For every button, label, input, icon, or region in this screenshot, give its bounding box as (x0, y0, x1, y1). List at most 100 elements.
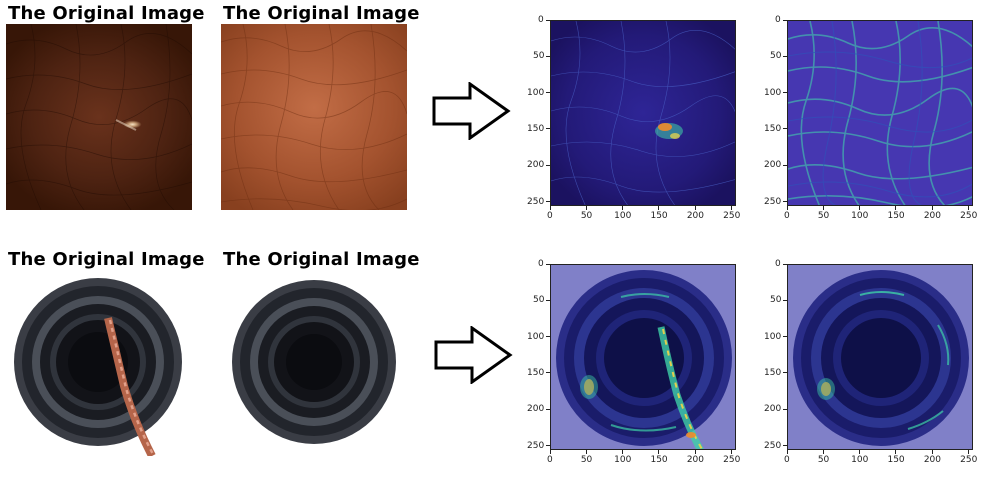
x-tick-mark (859, 206, 861, 210)
y-tick-mark (783, 164, 787, 166)
y-tick-mark (546, 263, 550, 265)
y-tick-mark (546, 445, 550, 447)
heatmap-leather-defect: 0 50 100 150 200 250 0 50 100 150 200 250 (520, 12, 750, 227)
x-tick-mark (968, 206, 970, 210)
y-tick-label: 150 (764, 367, 782, 378)
x-tick-mark (786, 450, 788, 454)
y-tick-mark (783, 92, 787, 94)
row2-right-title: The Original Image (223, 249, 420, 270)
heatmap-bottle-defect: 0 50 100 150 200 250 0 50 100 150 200 250 (520, 256, 750, 471)
x-tick-label: 0 (547, 455, 553, 465)
x-tick-label: 50 (580, 211, 593, 221)
x-tick-label: 150 (650, 211, 668, 221)
y-tick-mark (783, 336, 787, 338)
x-tick-label: 50 (817, 211, 830, 221)
y-tick-mark (546, 19, 550, 21)
row2-left-title: The Original Image (8, 249, 205, 270)
y-tick-mark (783, 201, 787, 203)
row1-right-title: The Original Image (223, 3, 420, 24)
x-tick-label: 200 (686, 455, 704, 465)
right-arrow-icon-2 (434, 326, 513, 384)
y-tick-label: 250 (527, 196, 545, 207)
y-tick-mark (783, 299, 787, 301)
right-arrow-icon (432, 82, 511, 140)
y-tick-label: 0 (775, 259, 781, 269)
x-tick-mark (968, 450, 970, 454)
heatmap-leather-good: 0 50 100 150 200 250 0 50 100 150 200 250 (757, 12, 987, 227)
x-tick-label: 150 (650, 455, 668, 465)
x-tick-label: 100 (851, 211, 869, 221)
y-tick-label: 200 (764, 160, 782, 171)
y-tick-mark (783, 128, 787, 130)
y-tick-label: 150 (527, 123, 545, 134)
x-tick-mark (895, 450, 897, 454)
y-tick-label: 50 (770, 295, 782, 306)
x-tick-label: 100 (851, 455, 869, 465)
y-tick-mark (546, 201, 550, 203)
heatmap-bottle-good: 0 50 100 150 200 250 0 50 100 150 200 250 (757, 256, 987, 471)
leather-good-image (221, 24, 407, 210)
x-tick-mark (859, 450, 861, 454)
y-tick-mark (783, 19, 787, 21)
x-tick-label: 0 (784, 455, 790, 465)
y-tick-mark (546, 55, 550, 57)
x-tick-mark (786, 206, 788, 210)
y-tick-label: 100 (527, 331, 545, 342)
x-tick-label: 250 (723, 211, 741, 221)
x-tick-mark (731, 450, 733, 454)
y-tick-mark (546, 128, 550, 130)
y-tick-label: 100 (527, 87, 545, 98)
x-tick-label: 0 (547, 211, 553, 221)
x-tick-mark (822, 206, 824, 210)
y-tick-label: 0 (775, 15, 781, 25)
y-tick-label: 50 (770, 51, 782, 62)
x-tick-label: 0 (784, 211, 790, 221)
y-tick-label: 0 (538, 15, 544, 25)
x-tick-mark (931, 206, 933, 210)
x-tick-label: 250 (960, 211, 978, 221)
bottle-defect-image (12, 276, 184, 456)
x-tick-label: 100 (614, 455, 632, 465)
leather-defect-image (6, 24, 192, 210)
y-tick-label: 150 (764, 123, 782, 134)
x-tick-mark (549, 206, 551, 210)
y-tick-label: 250 (764, 440, 782, 451)
x-tick-label: 250 (723, 455, 741, 465)
x-tick-label: 250 (960, 455, 978, 465)
x-tick-mark (585, 450, 587, 454)
y-tick-mark (546, 408, 550, 410)
y-tick-label: 200 (764, 404, 782, 415)
x-tick-mark (731, 206, 733, 210)
x-tick-mark (549, 450, 551, 454)
x-tick-mark (622, 206, 624, 210)
x-tick-mark (895, 206, 897, 210)
bottle-good-image (230, 278, 398, 446)
x-tick-label: 100 (614, 211, 632, 221)
y-tick-mark (546, 92, 550, 94)
x-tick-label: 50 (580, 455, 593, 465)
y-tick-mark (546, 299, 550, 301)
y-tick-mark (783, 445, 787, 447)
y-tick-label: 200 (527, 160, 545, 171)
x-tick-mark (658, 450, 660, 454)
x-tick-label: 50 (817, 455, 830, 465)
x-tick-label: 200 (686, 211, 704, 221)
y-tick-mark (546, 372, 550, 374)
y-tick-mark (783, 263, 787, 265)
x-tick-mark (931, 450, 933, 454)
row1-left-title: The Original Image (8, 3, 205, 24)
y-tick-mark (783, 55, 787, 57)
y-tick-label: 150 (527, 367, 545, 378)
y-tick-label: 0 (538, 259, 544, 269)
y-tick-mark (546, 336, 550, 338)
y-tick-mark (783, 372, 787, 374)
x-tick-mark (622, 450, 624, 454)
y-tick-label: 100 (764, 87, 782, 98)
y-tick-label: 250 (527, 440, 545, 451)
y-tick-label: 50 (533, 295, 545, 306)
x-tick-label: 150 (887, 211, 905, 221)
y-tick-mark (783, 408, 787, 410)
x-tick-mark (658, 206, 660, 210)
x-tick-label: 150 (887, 455, 905, 465)
x-tick-mark (694, 206, 696, 210)
